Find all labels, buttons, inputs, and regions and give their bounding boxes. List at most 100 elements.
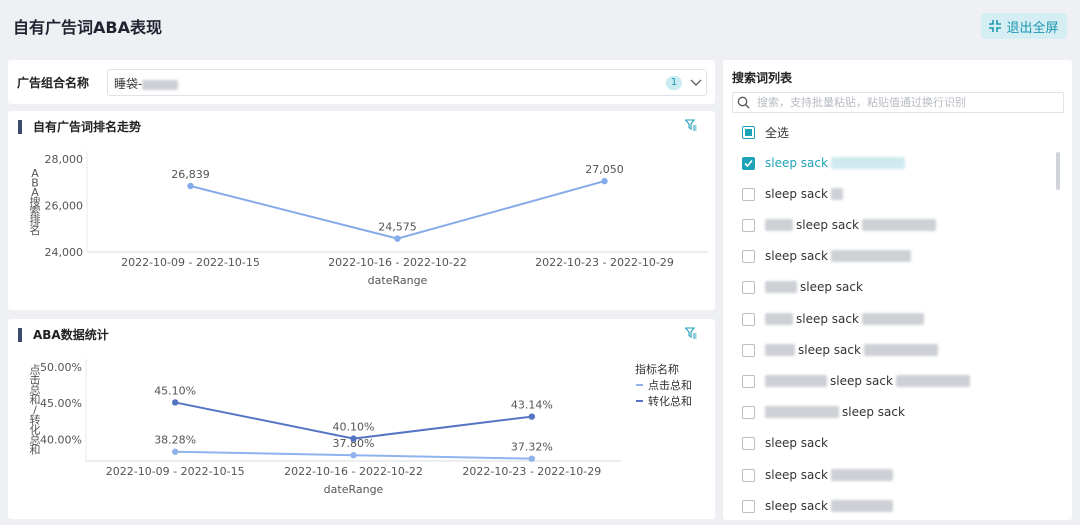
redacted-text (142, 79, 179, 90)
redacted-text (830, 469, 893, 481)
keyword-item[interactable]: sleep sack (742, 340, 938, 360)
data-label: 40.10% (333, 421, 375, 434)
list-scrollbar[interactable] (1056, 152, 1060, 190)
redacted-text (765, 344, 795, 356)
keyword-item[interactable]: sleep sack (742, 215, 936, 235)
keyword-item[interactable]: sleep sack (742, 496, 893, 516)
filter-bar: 广告组合名称 睡袋- 1 (8, 60, 715, 104)
y-tick-label: 50.00% (40, 361, 82, 374)
x-tick-label: 2022-10-16 - 2022-10-22 (328, 256, 467, 269)
redacted-text (765, 281, 797, 293)
y-axis-title: A B A 搜索排名 (30, 167, 41, 237)
x-axis-title: dateRange (368, 274, 428, 287)
check-icon (744, 159, 753, 167)
checkbox[interactable] (742, 405, 755, 419)
data-label: 27,050 (585, 163, 624, 176)
keyword-item[interactable]: sleep sack (742, 277, 863, 297)
keyword-item[interactable]: sleep sack (742, 433, 828, 453)
filter-label: 广告组合名称 (17, 76, 90, 90)
search-icon (737, 96, 750, 109)
filter-icon[interactable] (685, 327, 697, 339)
data-label: 24,575 (378, 221, 417, 234)
keyword-search-box[interactable] (732, 92, 1064, 113)
keyword-label: sleep sack (830, 374, 893, 388)
keyword-item[interactable]: sleep sack (742, 465, 893, 485)
keyword-item[interactable]: sleep sack (742, 309, 924, 329)
checkbox[interactable] (742, 156, 755, 170)
data-point (350, 452, 357, 459)
y-axis-title: 点击总和/转化总和 (30, 364, 41, 457)
redacted-text (861, 219, 936, 231)
checkbox[interactable] (742, 312, 755, 326)
keyword-label: sleep sack (796, 312, 859, 326)
keyword-item[interactable]: sleep sack (742, 246, 911, 266)
checkbox[interactable] (742, 468, 755, 482)
data-label: 37.32% (511, 441, 553, 454)
data-point (171, 448, 179, 455)
redacted-text (765, 219, 793, 231)
exit-fullscreen-icon (989, 20, 1002, 32)
x-tick-label: 2022-10-23 - 2022-10-29 (462, 465, 601, 478)
select-value-text: 睡袋- (114, 77, 143, 91)
keyword-search-input[interactable] (757, 94, 1057, 111)
y-tick-label: 26,000 (45, 200, 84, 213)
keyword-label: sleep sack (765, 436, 828, 450)
keyword-label: sleep sack (765, 499, 828, 513)
ad-group-select-value: 睡袋- (114, 75, 179, 92)
checkbox[interactable] (742, 249, 755, 263)
chevron-down-icon[interactable] (688, 74, 704, 90)
redacted-text (765, 406, 839, 418)
keyword-item[interactable]: sleep sack (742, 184, 843, 204)
checkbox[interactable] (742, 280, 755, 294)
data-label: 38.28% (154, 434, 196, 447)
exit-fullscreen-button[interactable]: 退出全屏 (981, 13, 1067, 39)
data-label: 37.80% (333, 437, 375, 450)
data-point (394, 235, 401, 242)
checkbox[interactable] (742, 499, 755, 513)
x-tick-label: 2022-10-09 - 2022-10-15 (106, 465, 245, 478)
exit-fullscreen-label: 退出全屏 (1006, 20, 1059, 36)
redacted-text (830, 250, 911, 262)
x-axis-title: dateRange (324, 483, 384, 496)
aba-stats-title: ABA数据统计 (18, 328, 109, 342)
checkbox[interactable] (742, 125, 755, 139)
rank-trend-title: 自有广告词排名走势 (18, 120, 141, 134)
checkbox[interactable] (742, 343, 755, 357)
x-tick-label: 2022-10-16 - 2022-10-22 (284, 465, 423, 478)
y-tick-label: 28,000 (45, 153, 84, 166)
redacted-text (830, 157, 905, 169)
select-all-item[interactable]: 全选 (742, 122, 789, 142)
data-point (601, 177, 608, 185)
redacted-text (765, 313, 793, 325)
checkbox[interactable] (742, 374, 755, 388)
keyword-label: 全选 (765, 125, 790, 140)
filter-icon[interactable] (685, 119, 697, 131)
keyword-item[interactable]: sleep sack (742, 153, 905, 173)
y-tick-label: 24,000 (45, 246, 84, 259)
data-label: 45.10% (154, 384, 196, 397)
y-tick-label: 45.00% (40, 397, 82, 410)
aba-stats-chart: 40.00% 45.00% 50.00% 2022-10-09 - 2022-10-1… (30, 359, 692, 496)
redacted-text (765, 375, 827, 387)
keyword-label: sleep sack (800, 280, 863, 294)
keyword-label: sleep sack (798, 343, 861, 357)
checkbox[interactable] (742, 218, 755, 232)
redacted-text (861, 313, 924, 325)
checkbox[interactable] (742, 187, 755, 201)
rank-trend-card: 自有广告词排名走势 24,000 26,000 28,000 2022-10-09 -… (8, 111, 715, 310)
page-title: 自有广告词ABA表现 (13, 18, 162, 37)
rank-trend-chart: 24,000 26,000 28,000 2022-10-09 - 2022-10-1… (30, 151, 708, 287)
redacted-text (895, 375, 970, 387)
data-label: 26,839 (171, 168, 210, 181)
legend-item: 点击总和 (648, 378, 692, 392)
keyword-item[interactable]: sleep sack (742, 371, 970, 391)
ad-group-select[interactable]: 睡袋- 1 (107, 69, 707, 96)
redacted-text (830, 500, 893, 512)
keyword-label: sleep sack (765, 468, 828, 482)
redacted-text (863, 344, 938, 356)
keyword-label: sleep sack (796, 218, 859, 232)
checkbox[interactable] (742, 436, 755, 450)
keyword-label: sleep sack (765, 249, 828, 263)
keyword-item[interactable]: sleep sack (742, 402, 905, 422)
legend-title: 指标名称 (635, 362, 679, 376)
